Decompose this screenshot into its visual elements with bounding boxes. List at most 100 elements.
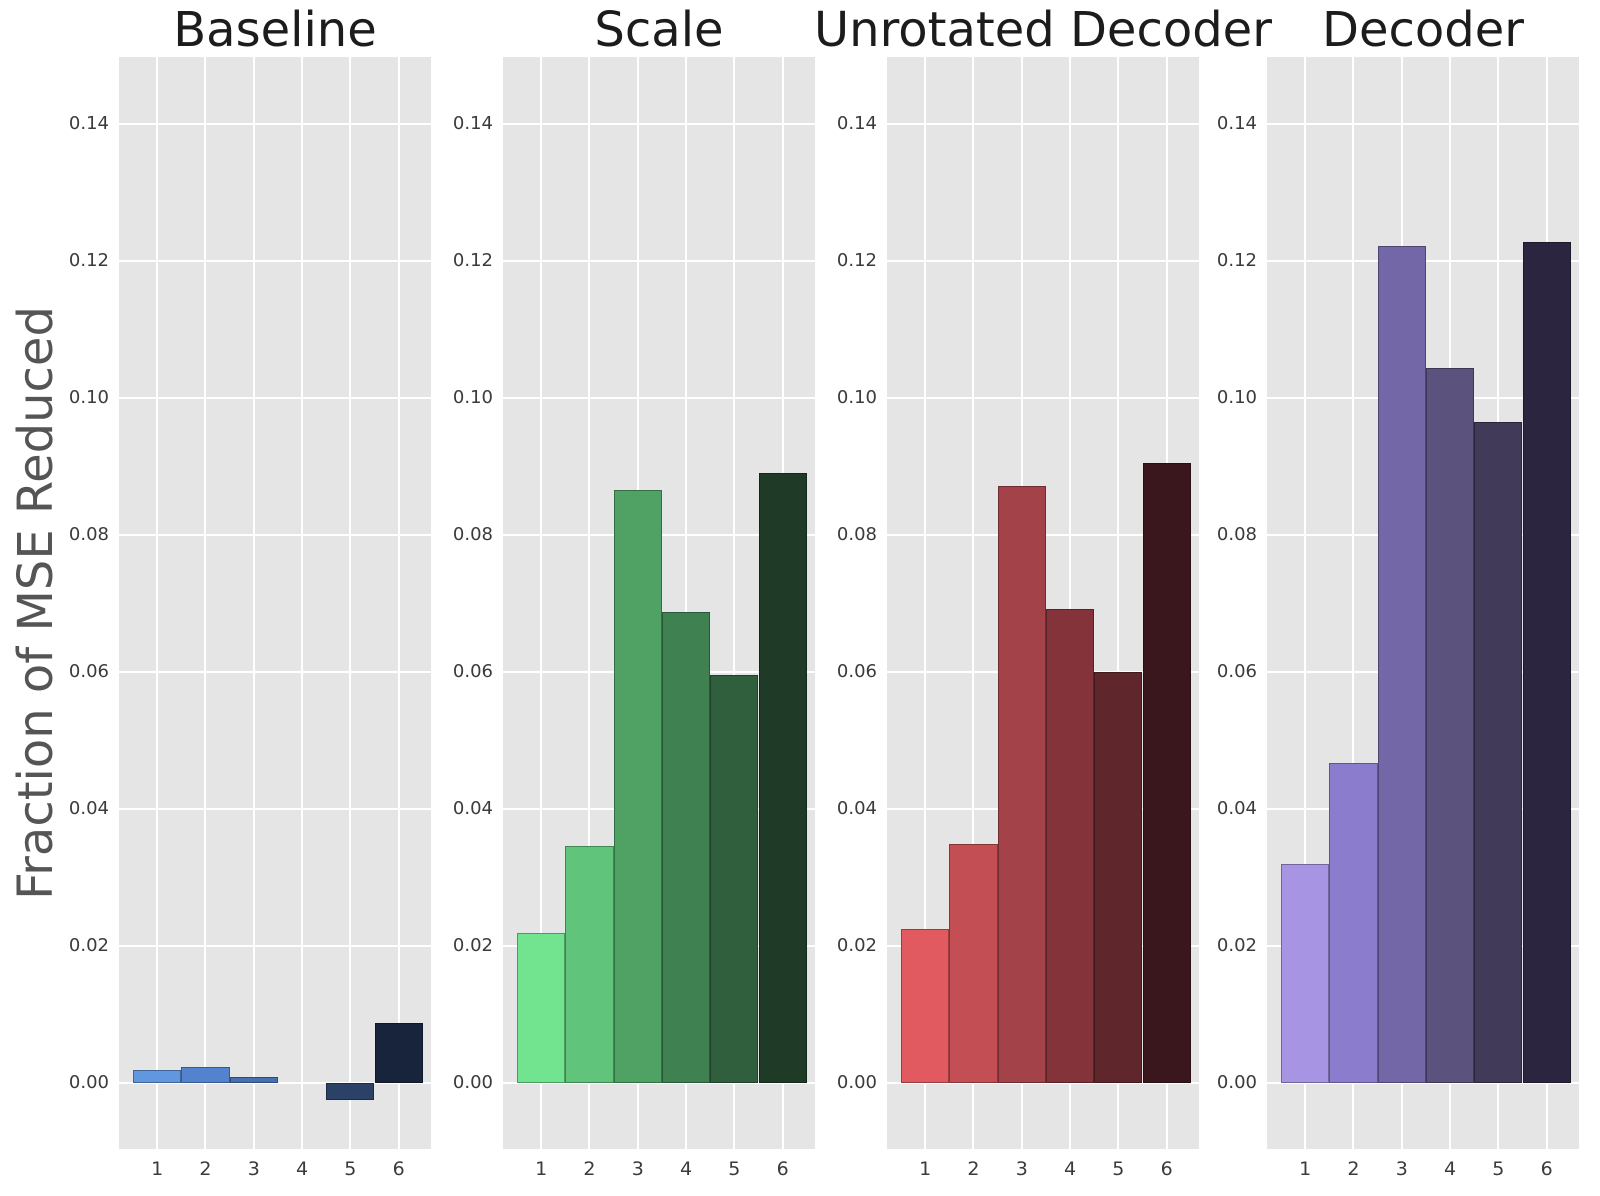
y-tick-label: 0.06 xyxy=(836,661,877,683)
gridline-horizontal xyxy=(1267,123,1579,126)
y-tick-label: 0.02 xyxy=(452,935,493,957)
y-tick-label: 0.08 xyxy=(452,524,493,546)
gridline-vertical xyxy=(397,57,400,1149)
gridline-horizontal xyxy=(887,1082,1199,1085)
bar-decoder-5 xyxy=(1474,422,1523,1084)
gridline-horizontal xyxy=(119,260,431,263)
gridline-vertical xyxy=(924,57,927,1149)
gridline-horizontal xyxy=(119,397,431,400)
bar-scale-6 xyxy=(758,472,807,1084)
gridline-horizontal xyxy=(119,808,431,811)
y-tick-label: 0.10 xyxy=(836,387,877,409)
y-tick-label: 0.12 xyxy=(68,250,109,272)
gridline-horizontal xyxy=(119,945,431,948)
y-tick-label: 0.02 xyxy=(1216,935,1257,957)
bar-unrotated-decoder-3 xyxy=(997,485,1046,1084)
bar-baseline-2 xyxy=(181,1067,230,1084)
y-tick-label: 0.14 xyxy=(68,113,109,135)
bar-baseline-6 xyxy=(374,1022,423,1084)
x-tick-label: 6 xyxy=(776,1158,789,1180)
gridline-vertical xyxy=(733,57,736,1149)
y-tick-label: 0.04 xyxy=(836,798,877,820)
bar-baseline-5 xyxy=(326,1083,375,1101)
bar-unrotated-decoder-2 xyxy=(949,844,998,1084)
bar-decoder-3 xyxy=(1377,246,1426,1084)
x-tick-label: 5 xyxy=(344,1158,357,1180)
bar-unrotated-decoder-6 xyxy=(1142,463,1191,1084)
gridline-horizontal xyxy=(887,397,1199,400)
y-tick-label: 0.08 xyxy=(1216,524,1257,546)
y-tick-label: 0.06 xyxy=(452,661,493,683)
y-tick-label: 0.04 xyxy=(1216,798,1257,820)
bar-scale-5 xyxy=(710,674,759,1084)
gridline-vertical xyxy=(301,57,304,1149)
y-tick-label: 0.12 xyxy=(452,250,493,272)
y-tick-label: 0.12 xyxy=(1216,250,1257,272)
x-tick-label: 4 xyxy=(1064,1158,1077,1180)
y-tick-label: 0.14 xyxy=(1216,113,1257,135)
gridline-horizontal xyxy=(503,123,815,126)
gridline-vertical xyxy=(204,57,207,1149)
y-tick-label: 0.10 xyxy=(452,387,493,409)
x-tick-label: 6 xyxy=(1540,1158,1553,1180)
gridline-horizontal xyxy=(1267,1082,1579,1085)
gridline-vertical xyxy=(1117,57,1120,1149)
gridline-vertical xyxy=(588,57,591,1149)
plot-area-baseline xyxy=(119,57,431,1149)
bar-unrotated-decoder-1 xyxy=(901,929,950,1084)
x-tick-label: 1 xyxy=(535,1158,548,1180)
x-tick-label: 1 xyxy=(151,1158,164,1180)
x-tick-label: 2 xyxy=(199,1158,212,1180)
x-tick-label: 6 xyxy=(1160,1158,1173,1180)
y-tick-label: 0.10 xyxy=(1216,387,1257,409)
x-tick-label: 3 xyxy=(247,1158,260,1180)
gridline-vertical xyxy=(1069,57,1072,1149)
gridline-vertical xyxy=(972,57,975,1149)
x-tick-label: 3 xyxy=(631,1158,644,1180)
bar-decoder-6 xyxy=(1522,241,1571,1084)
bar-decoder-1 xyxy=(1281,864,1330,1084)
bar-baseline-3 xyxy=(229,1077,278,1084)
x-tick-label: 5 xyxy=(1112,1158,1125,1180)
bar-scale-4 xyxy=(661,611,711,1084)
x-tick-label: 1 xyxy=(919,1158,932,1180)
y-tick-label: 0.12 xyxy=(836,250,877,272)
y-tick-label: 0.02 xyxy=(836,935,877,957)
x-tick-label: 5 xyxy=(728,1158,741,1180)
gridline-horizontal xyxy=(119,671,431,674)
y-tick-label: 0.14 xyxy=(836,113,877,135)
y-tick-label: 0.06 xyxy=(68,661,109,683)
gridline-horizontal xyxy=(887,260,1199,263)
x-tick-label: 5 xyxy=(1492,1158,1505,1180)
y-tick-label: 0.00 xyxy=(452,1072,493,1094)
x-tick-label: 3 xyxy=(1395,1158,1408,1180)
y-tick-label: 0.04 xyxy=(68,798,109,820)
x-tick-label: 4 xyxy=(296,1158,309,1180)
gridline-vertical xyxy=(1304,57,1307,1149)
gridline-horizontal xyxy=(119,123,431,126)
panel-title-scale: Scale xyxy=(594,2,724,58)
gridline-vertical xyxy=(156,57,159,1149)
panel-title-decoder: Decoder xyxy=(1322,2,1524,58)
bar-scale-2 xyxy=(565,846,614,1084)
gridline-horizontal xyxy=(503,260,815,263)
y-tick-label: 0.00 xyxy=(836,1072,877,1094)
bar-decoder-4 xyxy=(1425,368,1475,1084)
bar-decoder-2 xyxy=(1329,763,1378,1084)
bar-unrotated-decoder-5 xyxy=(1094,672,1143,1084)
y-tick-label: 0.04 xyxy=(452,798,493,820)
y-tick-label: 0.00 xyxy=(1216,1072,1257,1094)
y-tick-label: 0.14 xyxy=(452,113,493,135)
y-tick-label: 0.08 xyxy=(836,524,877,546)
y-tick-label: 0.06 xyxy=(1216,661,1257,683)
x-tick-label: 1 xyxy=(1299,1158,1312,1180)
gridline-horizontal xyxy=(503,397,815,400)
gridline-horizontal xyxy=(887,123,1199,126)
gridline-horizontal xyxy=(119,1082,431,1085)
gridline-horizontal xyxy=(503,1082,815,1085)
gridline-vertical xyxy=(1352,57,1355,1149)
x-tick-label: 6 xyxy=(392,1158,405,1180)
y-tick-label: 0.10 xyxy=(68,387,109,409)
y-tick-label: 0.02 xyxy=(68,935,109,957)
